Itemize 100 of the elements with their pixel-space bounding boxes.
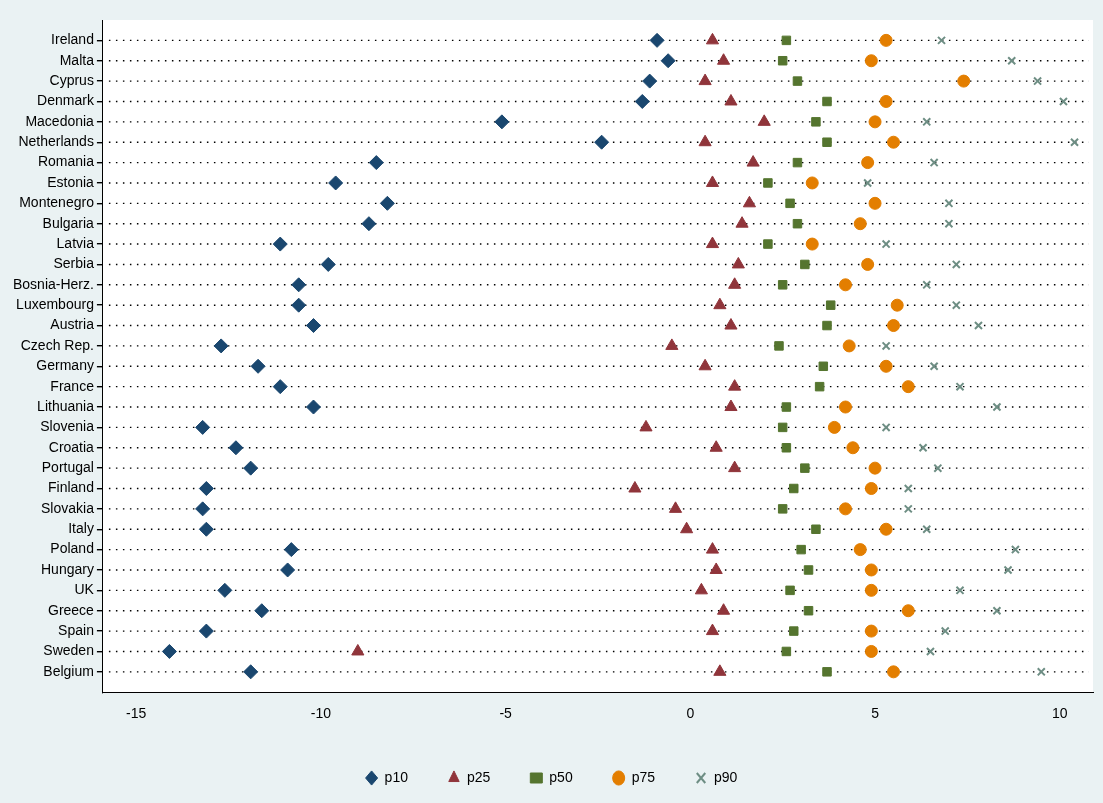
point (594, 134, 610, 150)
point (922, 524, 932, 534)
point (494, 114, 510, 130)
y-tick-label: Germany (36, 357, 94, 374)
point (781, 402, 792, 412)
y-tick-label: UK (74, 581, 95, 598)
legend-label: p10 (384, 768, 409, 785)
point (763, 239, 773, 249)
y-tick-label: Portugal (41, 458, 94, 475)
point (922, 280, 932, 290)
y-tick-label: Malta (59, 51, 95, 68)
point (777, 280, 788, 290)
point (814, 381, 825, 392)
point (864, 563, 878, 577)
point (887, 319, 901, 333)
y-tick-label: Belgium (43, 662, 94, 679)
point (796, 544, 806, 555)
point (822, 320, 832, 331)
point (649, 32, 665, 48)
point (992, 606, 1002, 616)
point (951, 259, 961, 269)
point (283, 542, 299, 558)
point (868, 196, 882, 210)
point (724, 318, 738, 330)
point (944, 198, 954, 208)
point (785, 585, 795, 596)
point (728, 379, 742, 391)
point (634, 93, 650, 109)
point (724, 399, 738, 412)
point (228, 440, 244, 456)
point (668, 501, 683, 513)
point (660, 53, 676, 69)
point (868, 461, 882, 475)
point (198, 521, 214, 537)
y-tick-label: Greece (48, 601, 95, 618)
point (940, 626, 950, 636)
point (944, 219, 954, 229)
point (717, 53, 731, 65)
point (890, 298, 904, 312)
point (161, 643, 177, 659)
y-tick-label: Slovenia (40, 418, 95, 435)
y-tick-label: Latvia (56, 234, 95, 251)
y-tick-label: Cyprus (49, 71, 94, 88)
point (879, 522, 893, 536)
point (698, 134, 712, 147)
point (254, 603, 270, 619)
x-tick-label: -10 (310, 705, 332, 722)
legend-label: p50 (549, 768, 573, 785)
point (881, 239, 891, 249)
point (777, 422, 788, 433)
point (887, 665, 901, 679)
point (361, 216, 377, 232)
point (803, 565, 814, 575)
point (864, 644, 878, 658)
point (792, 218, 803, 229)
point (933, 463, 943, 473)
x-tick-label: 0 (686, 705, 695, 722)
legend-label: p90 (714, 768, 738, 785)
point (992, 402, 1002, 412)
point (320, 256, 336, 272)
point (379, 195, 395, 211)
point (728, 460, 742, 473)
point (1058, 96, 1068, 107)
point (757, 114, 771, 126)
point (291, 297, 307, 313)
point (822, 96, 832, 107)
point (842, 339, 856, 353)
point (698, 358, 712, 371)
point (811, 524, 821, 534)
point (838, 400, 852, 414)
point (735, 216, 749, 228)
point (864, 482, 878, 495)
x-tick-label: -15 (126, 705, 147, 722)
point (742, 195, 756, 208)
point (825, 300, 836, 310)
point (1069, 137, 1080, 147)
point (803, 605, 814, 616)
point (198, 623, 214, 639)
y-tick-label: Poland (50, 540, 94, 557)
point (713, 297, 727, 310)
point (639, 419, 653, 432)
point (217, 582, 233, 598)
y-tick-label: Croatia (48, 438, 95, 455)
point (680, 521, 694, 534)
point (863, 178, 873, 188)
point (1010, 545, 1020, 555)
point (955, 585, 965, 595)
legend-label: p75 (631, 768, 656, 785)
point (827, 420, 841, 434)
y-tick-label: Denmark (37, 92, 95, 109)
point (838, 502, 852, 516)
point (800, 259, 810, 270)
y-tick-label: Bosnia-Herz. (13, 275, 94, 292)
point (805, 176, 819, 190)
y-tick-label: Macedonia (25, 112, 95, 129)
y-tick-label: Hungary (41, 560, 94, 577)
point (195, 501, 211, 517)
point (705, 32, 720, 45)
y-tick-label: Slovakia (41, 499, 95, 516)
y-tick-label: Luxembourg (16, 296, 94, 313)
